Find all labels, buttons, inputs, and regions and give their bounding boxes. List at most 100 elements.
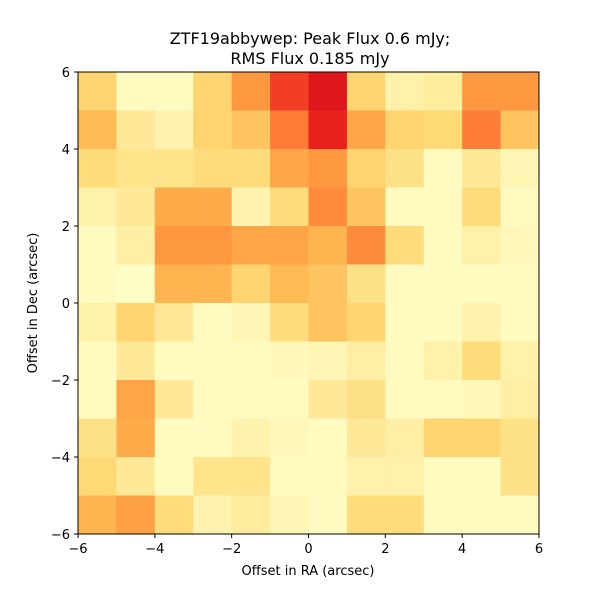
heatmap-cell [308, 110, 348, 150]
x-axis-ticks: −6 −4 −2 0 2 4 6 [68, 534, 543, 557]
heatmap-cell [270, 380, 309, 419]
heatmap-cell [231, 418, 271, 458]
heatmap-cell [462, 418, 502, 458]
heatmap-cell [193, 303, 233, 342]
heatmap-cell [193, 418, 233, 458]
heatmap-cell [193, 226, 233, 265]
chart-title-line-1: ZTF19abbywep: Peak Flux 0.6 mJy; [170, 29, 451, 48]
heatmap-cell [500, 418, 540, 458]
heatmap-cell [231, 187, 271, 227]
heatmap-cell [116, 341, 156, 381]
heatmap-cell [231, 226, 271, 265]
heatmap-cell [308, 495, 348, 535]
heatmap-cell [154, 303, 194, 342]
heatmap-cell [154, 418, 194, 458]
heatmap-cell [346, 187, 386, 227]
heatmap-cell [423, 341, 463, 381]
heatmap-cell [346, 72, 386, 111]
heatmap-cell [116, 226, 156, 265]
heatmap-cell [462, 495, 502, 535]
heatmap-cell [154, 149, 194, 188]
heatmap-cell [423, 72, 463, 111]
heatmap-cell [116, 380, 156, 419]
heatmap-cell [385, 72, 425, 111]
heatmap-cell [193, 495, 233, 535]
heatmap-cell [270, 341, 309, 381]
heatmap-cell [154, 72, 194, 111]
y-tick-label: 4 [62, 143, 70, 158]
heatmap-cell [385, 264, 425, 304]
heatmap-cell [308, 341, 348, 381]
heatmap-cell [385, 187, 425, 227]
heatmap-cell [308, 303, 348, 342]
y-tick-label: 2 [62, 220, 70, 235]
heatmap-cell [270, 264, 309, 304]
heatmap-cell [346, 264, 386, 304]
heatmap-cell [154, 110, 194, 150]
heatmap-cell [193, 149, 233, 188]
heatmap-cell [500, 457, 540, 496]
x-tick-label: 0 [304, 542, 312, 557]
heatmap-cell [385, 380, 425, 419]
heatmap-cell [462, 226, 502, 265]
heatmap-cell [154, 341, 194, 381]
heatmap-cell [462, 110, 502, 150]
heatmap-cell [308, 380, 348, 419]
heatmap-cell [385, 226, 425, 265]
heatmap-cell [500, 264, 540, 304]
heatmap-cell [500, 226, 540, 265]
heatmap-cell [423, 110, 463, 150]
heatmap-cell [78, 380, 117, 419]
heatmap-cell [385, 110, 425, 150]
x-tick-label: −6 [68, 542, 87, 557]
heatmap-cell [154, 380, 194, 419]
heatmap-cell [116, 149, 156, 188]
heatmap-cell [116, 418, 156, 458]
heatmap-cell [193, 72, 233, 111]
x-tick-label: 6 [535, 542, 543, 557]
heatmap-cell [308, 264, 348, 304]
heatmap-cell [500, 303, 540, 342]
heatmap-cell [500, 495, 540, 535]
heatmap-cell [231, 149, 271, 188]
heatmap-cell [346, 457, 386, 496]
heatmap-cell [462, 457, 502, 496]
heatmap-cell [500, 187, 540, 227]
heatmap-cell [231, 303, 271, 342]
x-axis-label: Offset in RA (arcsec) [242, 564, 375, 579]
heatmap-cell [193, 264, 233, 304]
heatmap-cell [308, 187, 348, 227]
heatmap-cell [193, 457, 233, 496]
heatmap-cell [270, 495, 309, 535]
heatmap-cell [116, 72, 156, 111]
heatmap-cell [270, 187, 309, 227]
heatmap-cell [385, 149, 425, 188]
heatmap-cell [270, 149, 309, 188]
heatmap-cell [231, 72, 271, 111]
heatmap-cell [78, 72, 117, 111]
heatmap-cell [423, 303, 463, 342]
heatmap-cell [385, 418, 425, 458]
heatmap-cell [423, 187, 463, 227]
heatmap-cell [462, 187, 502, 227]
heatmap-cell [116, 187, 156, 227]
heatmap-cell [500, 149, 540, 188]
heatmap-cell [462, 72, 502, 111]
heatmap-cell [423, 226, 463, 265]
heatmap-cell [270, 110, 309, 150]
y-tick-label: −6 [51, 528, 70, 543]
heatmap-cell [270, 303, 309, 342]
x-tick-label: −4 [145, 542, 164, 557]
heatmap-cell [78, 149, 117, 188]
heatmap-cell [116, 495, 156, 535]
x-tick-label: 2 [381, 542, 389, 557]
heatmap-cell [193, 341, 233, 381]
heatmap-cells [78, 72, 540, 535]
y-tick-label: −2 [51, 374, 70, 389]
heatmap-cell [78, 110, 117, 150]
heatmap-cell [385, 303, 425, 342]
heatmap-cell [78, 341, 117, 381]
heatmap-cell [346, 149, 386, 188]
heatmap-cell [154, 457, 194, 496]
